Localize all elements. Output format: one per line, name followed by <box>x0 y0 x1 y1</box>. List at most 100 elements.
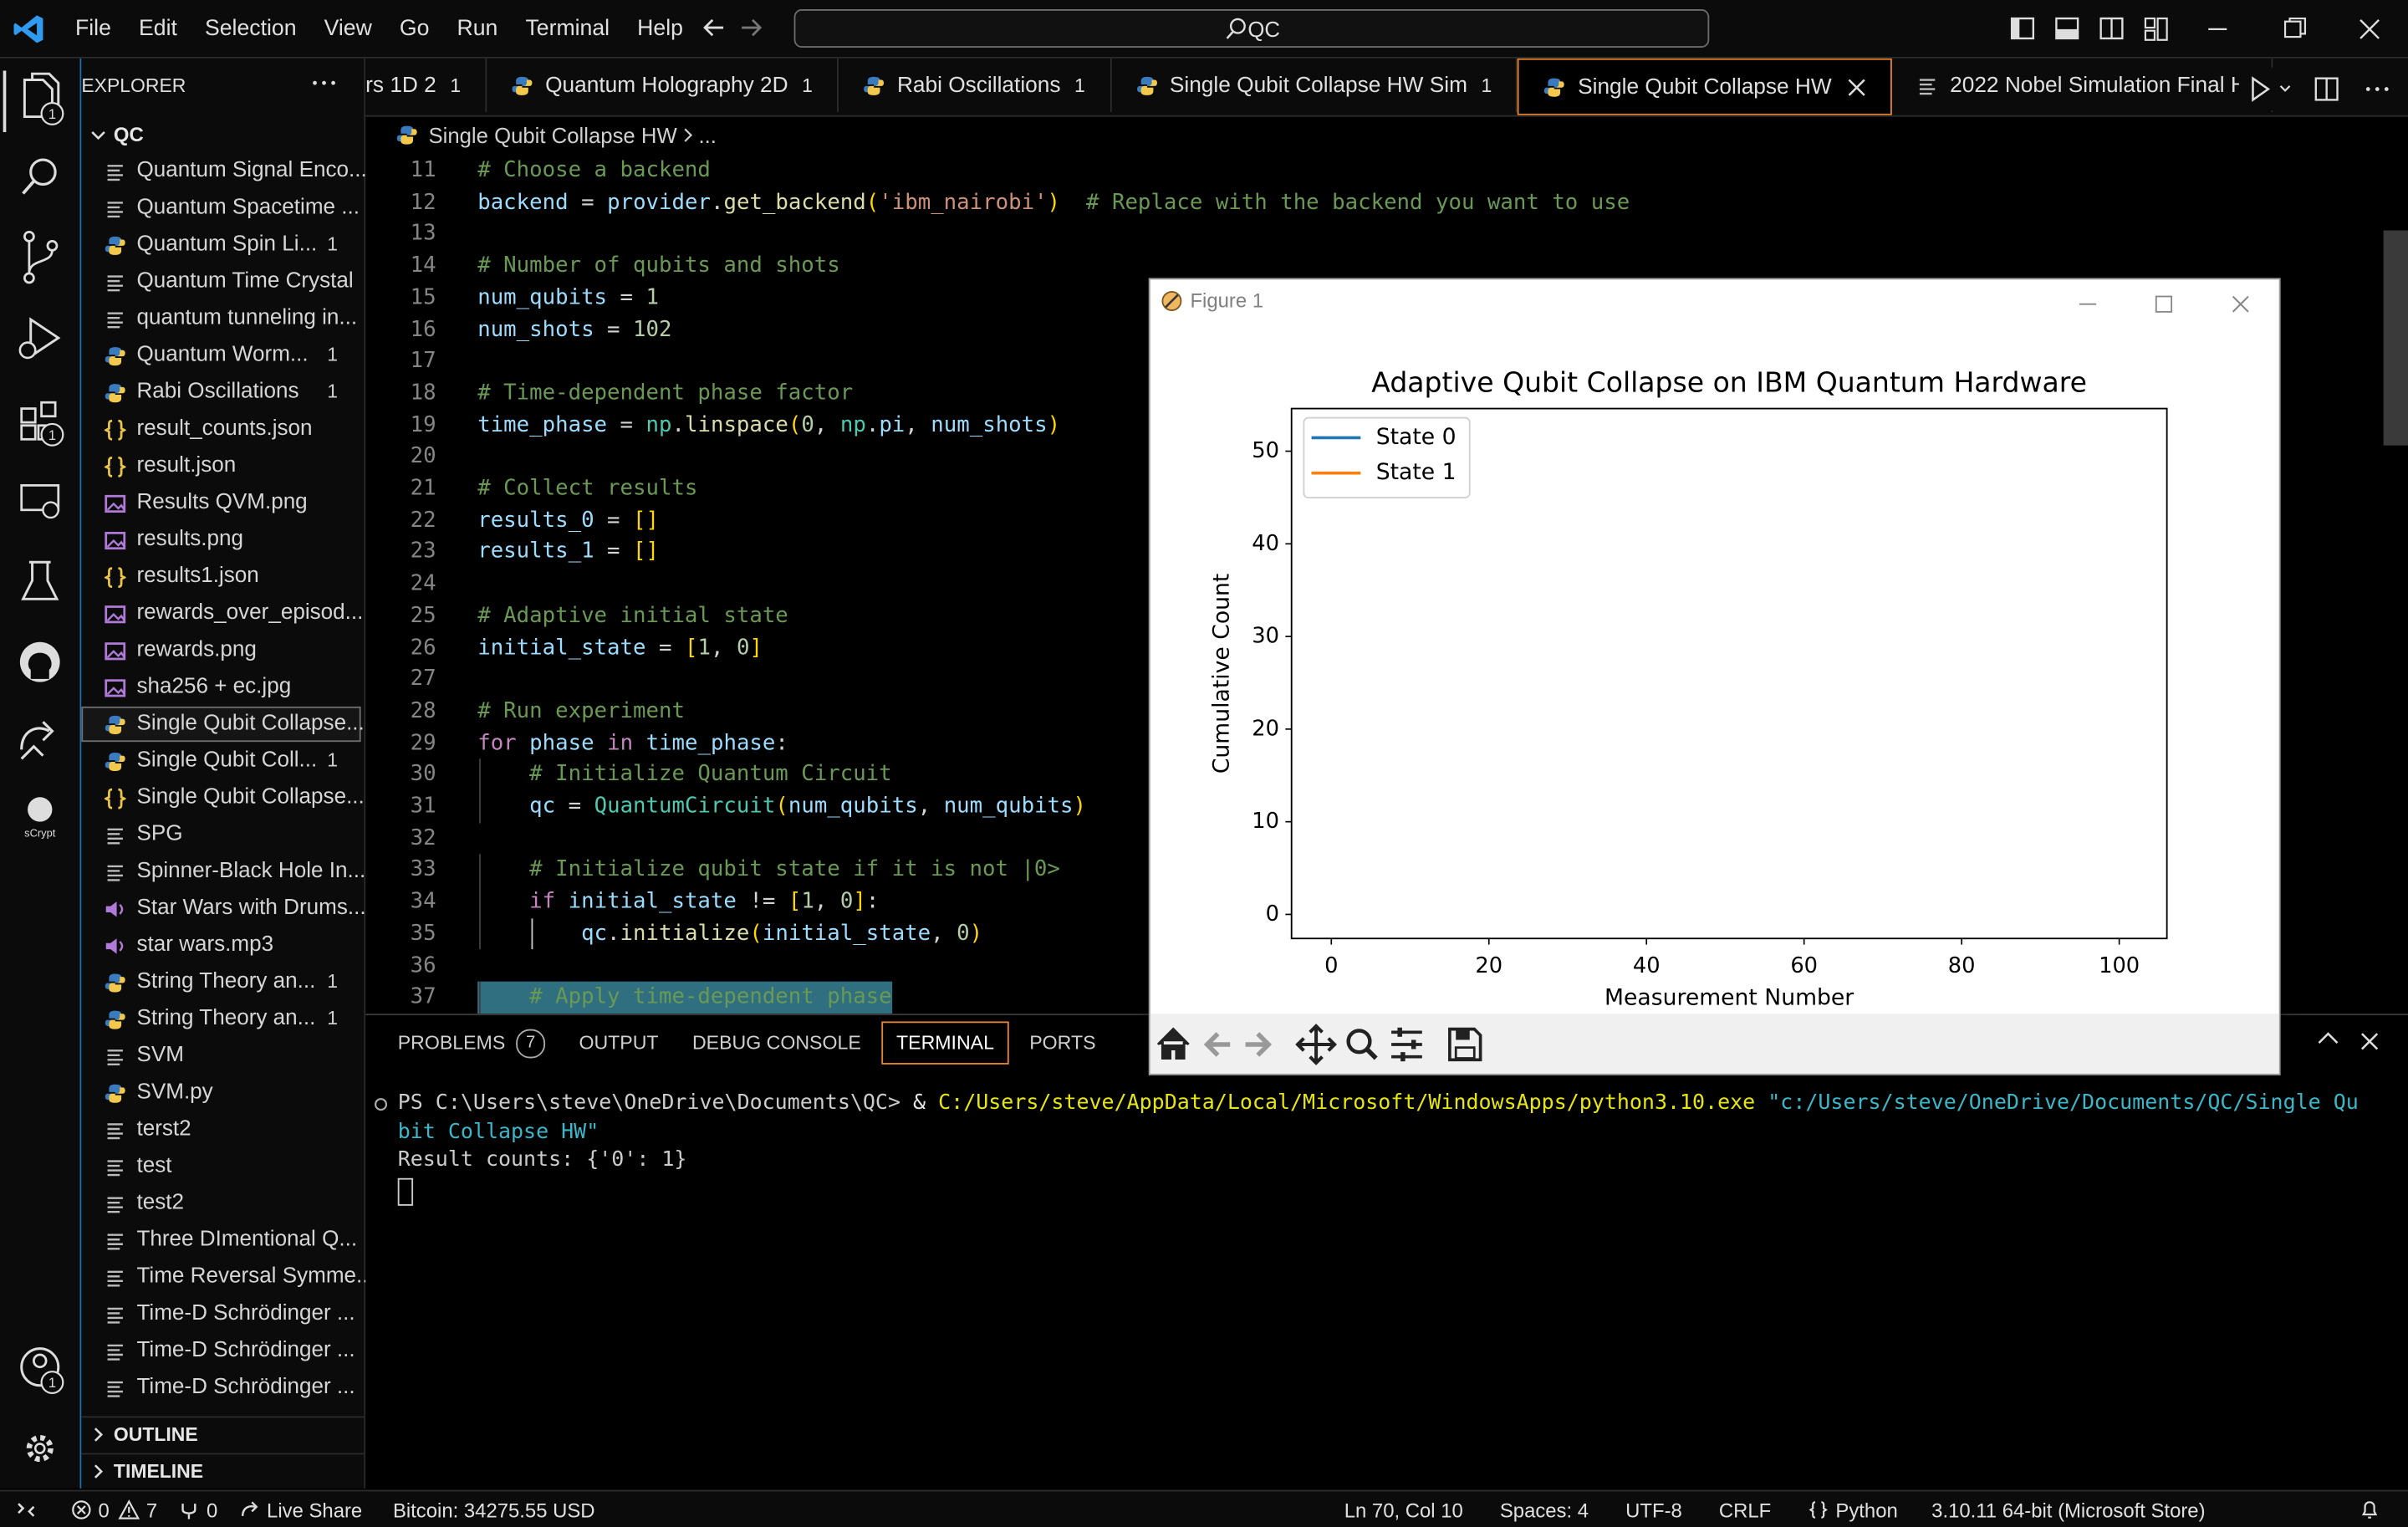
file-row[interactable]: result.json <box>81 447 360 483</box>
bitcoin-price[interactable]: Bitcoin: 34275.55 USD <box>393 1499 595 1522</box>
terminal[interactable]: PS C:\Users\steve\OneDrive\Documents\QC>… <box>374 1089 2371 1205</box>
folder-name[interactable]: QC <box>113 122 144 146</box>
accounts-icon[interactable] <box>20 1347 60 1387</box>
file-row[interactable]: results1.json <box>81 559 360 594</box>
save[interactable] <box>1448 1027 1482 1062</box>
panel-tab[interactable]: DEBUG CONSOLE <box>678 1023 875 1063</box>
scm-icon[interactable] <box>23 230 35 243</box>
maximize-panel[interactable] <box>2318 1032 2339 1044</box>
panel-tab[interactable]: PROBLEMS 7 <box>384 1019 559 1067</box>
status-eol[interactable]: CRLF <box>1719 1499 1771 1522</box>
ports[interactable]: 0 <box>179 1499 217 1521</box>
pan[interactable] <box>1295 1024 1337 1065</box>
file-row[interactable]: terst2 <box>81 1111 360 1147</box>
home[interactable] <box>1156 1027 1190 1060</box>
file-row[interactable]: Spinner-Black Hole In... <box>81 853 365 888</box>
panel-tab[interactable]: TERMINAL <box>880 1021 1010 1065</box>
file-row[interactable]: SPG <box>81 816 360 851</box>
notifications[interactable] <box>2359 1499 2386 1521</box>
nav-arrows[interactable] <box>699 14 776 45</box>
run-dropdown[interactable] <box>2279 85 2291 92</box>
file-row[interactable]: Quantum Signal Enco... <box>81 153 367 188</box>
interpreter[interactable]: 3.10.11 64-bit (Microsoft Store) <box>1931 1499 2205 1522</box>
more[interactable] <box>2365 87 2370 91</box>
live-share[interactable]: Live Share <box>239 1499 362 1521</box>
settings-icon[interactable] <box>26 1434 54 1463</box>
status-position[interactable]: Ln 70, Col 10 <box>1344 1499 1463 1522</box>
menu-item[interactable]: Run <box>457 16 498 41</box>
menu-item[interactable]: File <box>75 16 111 41</box>
file-row[interactable]: Quantum Worm... 1 <box>81 337 360 372</box>
file-row[interactable]: rewards.png <box>81 632 360 667</box>
editor-tab[interactable]: rs 1D 2 1 <box>365 58 487 113</box>
vscode-logo[interactable] <box>13 13 46 46</box>
file-row[interactable]: quantum tunneling in... <box>81 300 360 335</box>
remote-explorer-icon[interactable] <box>20 484 60 512</box>
code-editor[interactable]: 11 # Choose a backend 12 backend = provider… <box>365 156 2380 1014</box>
file-row[interactable]: Quantum Time Crystal <box>81 263 360 299</box>
forward[interactable] <box>1245 1032 1273 1057</box>
restore[interactable] <box>2283 20 2302 38</box>
panel-tab[interactable]: PORTS <box>1016 1023 1110 1063</box>
file-row[interactable]: star wars.mp3 <box>81 927 360 962</box>
menu-item[interactable]: Help <box>637 16 683 41</box>
outline-section[interactable]: OUTLINE <box>113 1423 198 1446</box>
close[interactable] <box>2360 19 2380 39</box>
status-spaces[interactable]: Spaces: 4 <box>1500 1499 1589 1522</box>
layout-a[interactable] <box>2144 17 2156 29</box>
timeline-chevron[interactable] <box>89 1463 108 1481</box>
file-row[interactable]: test2 <box>81 1185 360 1220</box>
file-row[interactable]: SVM <box>81 1038 360 1073</box>
maximize[interactable] <box>2155 295 2173 313</box>
panel-tab[interactable]: OUTPUT <box>565 1023 672 1063</box>
folder-chevron[interactable] <box>89 126 108 145</box>
file-row[interactable]: String Theory an... 1 <box>81 1001 360 1036</box>
file-row[interactable]: Quantum Spin Li... 1 <box>81 227 360 262</box>
command-center[interactable]: QC <box>793 9 1710 48</box>
language-mode[interactable]: Python <box>1808 1499 1898 1521</box>
editor-tab[interactable]: Single Qubit Collapse HW Sim 1 <box>1111 58 1518 113</box>
back[interactable] <box>1203 1032 1231 1057</box>
close[interactable] <box>2232 295 2249 313</box>
menu-item[interactable]: Go <box>399 16 430 41</box>
editor-tab[interactable]: Quantum Holography 2D 1 <box>487 58 839 113</box>
breadcrumb-symbol[interactable]: ... <box>698 122 717 148</box>
close-panel[interactable] <box>2360 1033 2379 1050</box>
file-row[interactable]: result_counts.json <box>81 411 360 446</box>
file-row[interactable]: Single Qubit Collapse... <box>81 705 365 742</box>
run-file[interactable] <box>2252 76 2271 102</box>
testing-icon[interactable] <box>21 560 59 600</box>
remote-indicator[interactable] <box>15 1499 43 1521</box>
menu-item[interactable]: Terminal <box>525 16 610 41</box>
live-share-icon[interactable] <box>20 721 54 760</box>
file-row[interactable]: Star Wars with Drums... <box>81 890 366 925</box>
tab-close[interactable] <box>1847 78 1865 96</box>
menu-item[interactable]: Edit <box>138 16 177 41</box>
status-encoding[interactable]: UTF-8 <box>1625 1499 1682 1522</box>
search-icon[interactable] <box>29 158 57 186</box>
file-row[interactable]: sha256 + ec.jpg <box>81 669 360 704</box>
extensions-icon[interactable] <box>20 407 37 424</box>
editor-tab[interactable]: 2022 Nobel Simulation Final H <box>1891 58 2273 113</box>
file-row[interactable]: Single Qubit Collapse... <box>81 779 365 815</box>
file-row[interactable]: Quantum Spacetime ... <box>81 190 360 225</box>
scrollbar-slider[interactable] <box>2383 230 2408 446</box>
forward-arrow[interactable] <box>742 18 763 37</box>
file-row[interactable]: Time Reversal Symme... <box>81 1259 375 1294</box>
explorer-more[interactable] <box>312 77 336 89</box>
file-row[interactable]: Rabi Oscillations 1 <box>81 374 360 409</box>
scrypt-icon[interactable] <box>28 797 53 822</box>
file-row[interactable]: Time-D Schrödinger ... <box>81 1332 360 1367</box>
file-row[interactable]: Single Qubit Coll... 1 <box>81 743 360 778</box>
menu-item[interactable]: Selection <box>204 16 297 41</box>
menu-item[interactable]: View <box>324 16 372 41</box>
breadcrumb-file[interactable]: Single Qubit Collapse HW <box>428 122 677 148</box>
file-row[interactable]: String Theory an... 1 <box>81 964 360 999</box>
file-row[interactable]: results.png <box>81 522 360 557</box>
file-row[interactable]: SVM.py <box>81 1075 360 1110</box>
file-row[interactable]: test <box>81 1148 360 1183</box>
file-row[interactable]: Three DImentional Q... <box>81 1222 360 1257</box>
timeline-section[interactable]: TIMELINE <box>113 1460 204 1483</box>
zoom[interactable] <box>1346 1029 1372 1055</box>
